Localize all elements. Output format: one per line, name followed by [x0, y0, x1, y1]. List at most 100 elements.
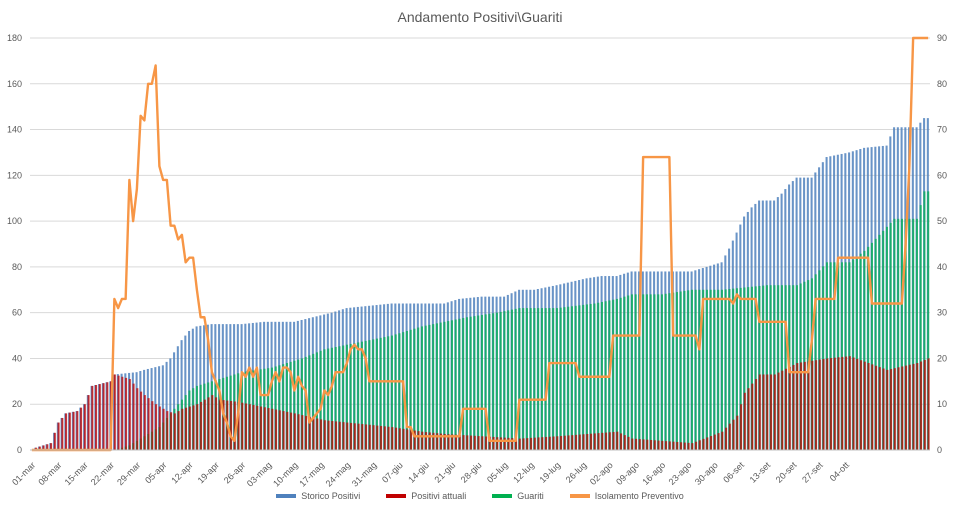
y-right-tick-label: 40 — [937, 262, 947, 272]
bar-guariti — [694, 289, 697, 450]
y-right-tick-label: 70 — [937, 125, 947, 135]
bar-positivi — [897, 367, 900, 450]
bar-positivi — [395, 427, 398, 450]
bar-positivi — [230, 401, 233, 450]
bar-positivi — [781, 370, 784, 450]
bar-positivi — [841, 356, 844, 450]
bar-positivi — [661, 440, 664, 450]
bar-positivi — [248, 404, 251, 450]
bar-positivi — [867, 363, 870, 450]
bar-positivi — [353, 423, 356, 450]
bar-positivi — [162, 408, 165, 450]
bar-positivi — [766, 374, 769, 450]
bar-positivi — [218, 399, 221, 450]
bar-guariti — [863, 250, 866, 450]
bar-guariti — [698, 289, 701, 450]
bar-guariti — [709, 289, 712, 450]
bar-guariti — [747, 287, 750, 450]
bar-guariti — [612, 299, 615, 450]
bar-guariti — [398, 333, 401, 450]
bar-positivi — [530, 437, 533, 450]
bar-guariti — [668, 293, 671, 450]
bar-guariti — [443, 321, 446, 450]
bar-guariti — [919, 205, 922, 450]
bar-positivi — [758, 374, 761, 450]
chart-title: Andamento Positivi\Guariti — [397, 9, 563, 25]
bar-positivi — [38, 446, 41, 450]
bar-guariti — [867, 246, 870, 450]
bar-guariti — [855, 256, 858, 450]
bar-guariti — [765, 285, 768, 450]
bar-positivi — [451, 434, 454, 450]
bar-positivi — [417, 431, 420, 450]
bar-guariti — [492, 313, 495, 450]
bar-guariti — [338, 346, 341, 450]
bar-positivi — [177, 411, 180, 450]
bar-guariti — [428, 324, 431, 450]
bar-positivi — [691, 443, 694, 450]
bar-positivi — [301, 415, 304, 450]
bar-guariti — [825, 262, 828, 450]
bar-positivi — [635, 438, 638, 450]
bar-positivi — [785, 368, 788, 450]
bar-positivi — [901, 366, 904, 450]
bar-positivi — [740, 404, 743, 450]
bar-positivi — [192, 405, 195, 450]
bar-positivi — [380, 425, 383, 450]
bar-guariti — [447, 321, 450, 450]
bar-positivi — [211, 395, 214, 450]
bar-guariti — [705, 289, 708, 450]
x-tick-label: 03-mag — [245, 460, 274, 489]
bar-positivi — [541, 437, 544, 450]
bar-positivi — [811, 360, 814, 450]
bar-guariti — [840, 262, 843, 450]
bar-guariti — [394, 334, 397, 450]
bar-positivi — [623, 435, 626, 450]
bar-positivi — [65, 413, 68, 450]
bar-guariti — [750, 286, 753, 450]
bar-positivi — [327, 420, 330, 450]
bar-positivi — [515, 438, 518, 450]
bar-positivi — [492, 436, 495, 450]
bar-storico — [165, 361, 168, 450]
bar-positivi — [755, 379, 758, 450]
bar-positivi — [848, 356, 851, 450]
bar-guariti — [687, 290, 690, 450]
bar-positivi — [788, 366, 791, 450]
bar-positivi — [815, 360, 818, 450]
bar-positivi — [537, 437, 540, 450]
legend-label-guariti: Guariti — [517, 491, 544, 501]
bar-positivi — [290, 412, 293, 450]
bar-positivi — [627, 436, 630, 450]
bar-storico — [161, 365, 164, 450]
bar-positivi — [650, 439, 653, 450]
bar-positivi — [117, 375, 120, 450]
bar-positivi — [402, 428, 405, 450]
bar-positivi — [533, 437, 536, 450]
bar-guariti — [525, 308, 528, 450]
bar-guariti — [649, 294, 652, 450]
bar-positivi — [920, 361, 923, 450]
bar-storico — [176, 346, 179, 450]
bar-positivi — [50, 443, 53, 450]
x-tick-label: 10-mag — [271, 460, 300, 489]
bar-guariti — [683, 290, 686, 450]
bar-guariti — [870, 242, 873, 450]
bar-guariti — [844, 262, 847, 450]
bar-positivi — [770, 374, 773, 450]
y-right-tick-label: 0 — [937, 445, 942, 455]
legend-item-positivi: Positivi attuali — [386, 491, 466, 501]
bar-positivi — [413, 430, 416, 450]
legend-swatch-guariti — [492, 494, 513, 498]
bar-guariti — [927, 191, 930, 451]
bar-positivi — [252, 404, 255, 450]
bar-guariti — [912, 218, 915, 450]
legend-swatch-isolamento — [569, 494, 590, 498]
bar-positivi — [631, 438, 634, 450]
bar-positivi — [61, 417, 64, 450]
bar-positivi — [42, 445, 45, 450]
bar-positivi — [743, 392, 746, 450]
x-tick-label: 19-lug — [538, 460, 563, 485]
bar-positivi — [143, 395, 146, 450]
